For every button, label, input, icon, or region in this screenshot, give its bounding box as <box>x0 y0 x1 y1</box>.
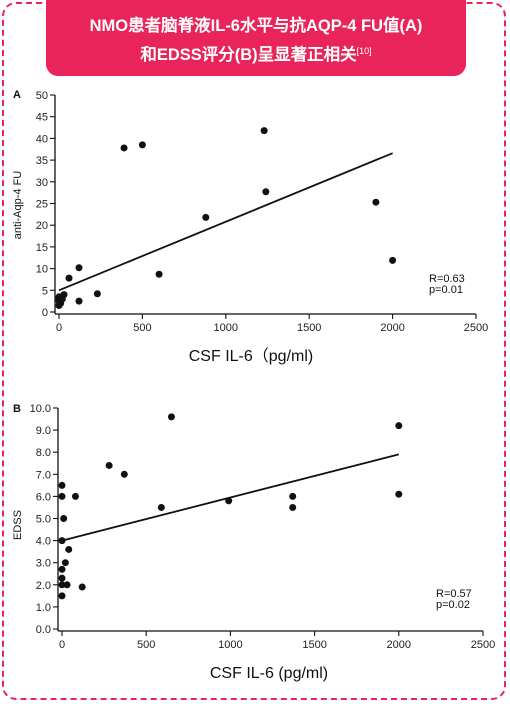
data-point <box>260 127 268 135</box>
y-axis-label: EDSS <box>12 510 24 540</box>
data-point <box>202 213 210 221</box>
data-point <box>78 583 86 591</box>
x-tick-label: 1000 <box>214 322 238 334</box>
y-tick-label: 50 <box>36 90 48 102</box>
data-point <box>157 503 165 511</box>
data-point <box>395 422 403 430</box>
y-tick-label: 8.0 <box>36 447 51 459</box>
data-point <box>120 470 128 478</box>
data-point <box>372 198 380 206</box>
x-axis-label: CSF IL-6 (pg/ml) <box>210 665 328 682</box>
data-point <box>395 490 403 498</box>
data-point <box>58 581 66 589</box>
data-point <box>65 274 73 282</box>
data-point <box>58 565 66 573</box>
x-tick-label: 500 <box>133 322 151 334</box>
stat-annotation: p=0.01 <box>429 284 463 296</box>
x-tick-label: 1500 <box>302 639 326 651</box>
y-tick-label: 5 <box>42 285 48 297</box>
y-tick-label: 5.0 <box>36 514 51 526</box>
data-point <box>105 461 113 469</box>
title-line-2-text: 和EDSS评分(B)呈显著正相关 <box>140 46 357 64</box>
data-point <box>262 188 270 196</box>
y-tick-label: 7.0 <box>36 469 51 481</box>
data-point <box>58 481 66 489</box>
data-point <box>61 559 69 567</box>
title-line-2: 和EDSS评分(B)呈显著正相关[10] <box>46 41 466 65</box>
title-line-1: NMO患者脑脊液IL-6水平与抗AQP-4 FU值(A) <box>89 17 423 35</box>
y-tick-label: 3.0 <box>36 558 51 570</box>
data-point <box>167 413 175 421</box>
data-point <box>65 545 73 553</box>
reference-marker: [10] <box>356 46 372 56</box>
data-point <box>75 297 83 305</box>
y-axis-label: anti-Aqp-4 FU <box>12 171 24 240</box>
trend-line <box>61 453 400 542</box>
stat-annotation: R=0.63 <box>429 273 465 285</box>
x-tick-label: 2500 <box>471 639 495 651</box>
data-point <box>289 503 297 511</box>
stat-annotation: p=0.02 <box>436 599 470 611</box>
x-tick-label: 1500 <box>297 322 321 334</box>
data-point <box>60 291 68 299</box>
data-point <box>289 492 297 500</box>
data-point <box>58 492 66 500</box>
data-point <box>58 574 66 582</box>
y-tick-label: 2.0 <box>36 580 51 592</box>
data-point <box>93 290 101 298</box>
y-tick-label: 45 <box>36 112 48 124</box>
data-point <box>63 581 71 589</box>
x-tick-label: 2500 <box>464 322 488 334</box>
y-tick-label: 1.0 <box>36 602 51 614</box>
data-point <box>60 515 68 522</box>
data-point <box>58 592 66 600</box>
panel-label: A <box>13 89 21 101</box>
data-point <box>75 264 83 272</box>
data-point <box>120 144 128 152</box>
data-point <box>225 497 233 505</box>
x-axis-label: CSF IL-6（pg/ml) <box>189 347 313 365</box>
y-tick-label: 10.0 <box>30 403 51 415</box>
data-point <box>71 492 79 500</box>
x-tick-label: 500 <box>137 639 155 651</box>
trend-line <box>58 152 393 292</box>
y-tick-label: 20 <box>36 220 48 232</box>
data-point <box>389 256 397 264</box>
data-point <box>155 270 163 278</box>
y-tick-label: 10 <box>36 264 48 276</box>
y-tick-label: 35 <box>36 155 48 167</box>
y-tick-label: 30 <box>36 177 48 189</box>
x-tick-label: 0 <box>56 322 62 334</box>
x-tick-label: 2000 <box>380 322 404 334</box>
y-tick-label: 6.0 <box>36 491 51 503</box>
stat-annotation: R=0.57 <box>436 588 472 600</box>
data-point <box>58 537 66 545</box>
y-tick-label: 4.0 <box>36 536 51 548</box>
data-point <box>138 141 146 149</box>
y-tick-label: 0 <box>42 307 48 319</box>
y-tick-label: 15 <box>36 242 48 254</box>
x-tick-label: 2000 <box>387 639 411 651</box>
y-tick-label: 0.0 <box>36 624 51 636</box>
y-tick-label: 25 <box>36 199 48 211</box>
y-tick-label: 9.0 <box>36 425 51 437</box>
panel-label: B <box>13 403 21 415</box>
x-tick-label: 0 <box>59 639 65 651</box>
y-tick-label: 40 <box>36 133 48 145</box>
x-tick-label: 1000 <box>218 639 242 651</box>
title-banner: NMO患者脑脊液IL-6水平与抗AQP-4 FU值(A) 和EDSS评分(B)呈… <box>46 0 466 76</box>
